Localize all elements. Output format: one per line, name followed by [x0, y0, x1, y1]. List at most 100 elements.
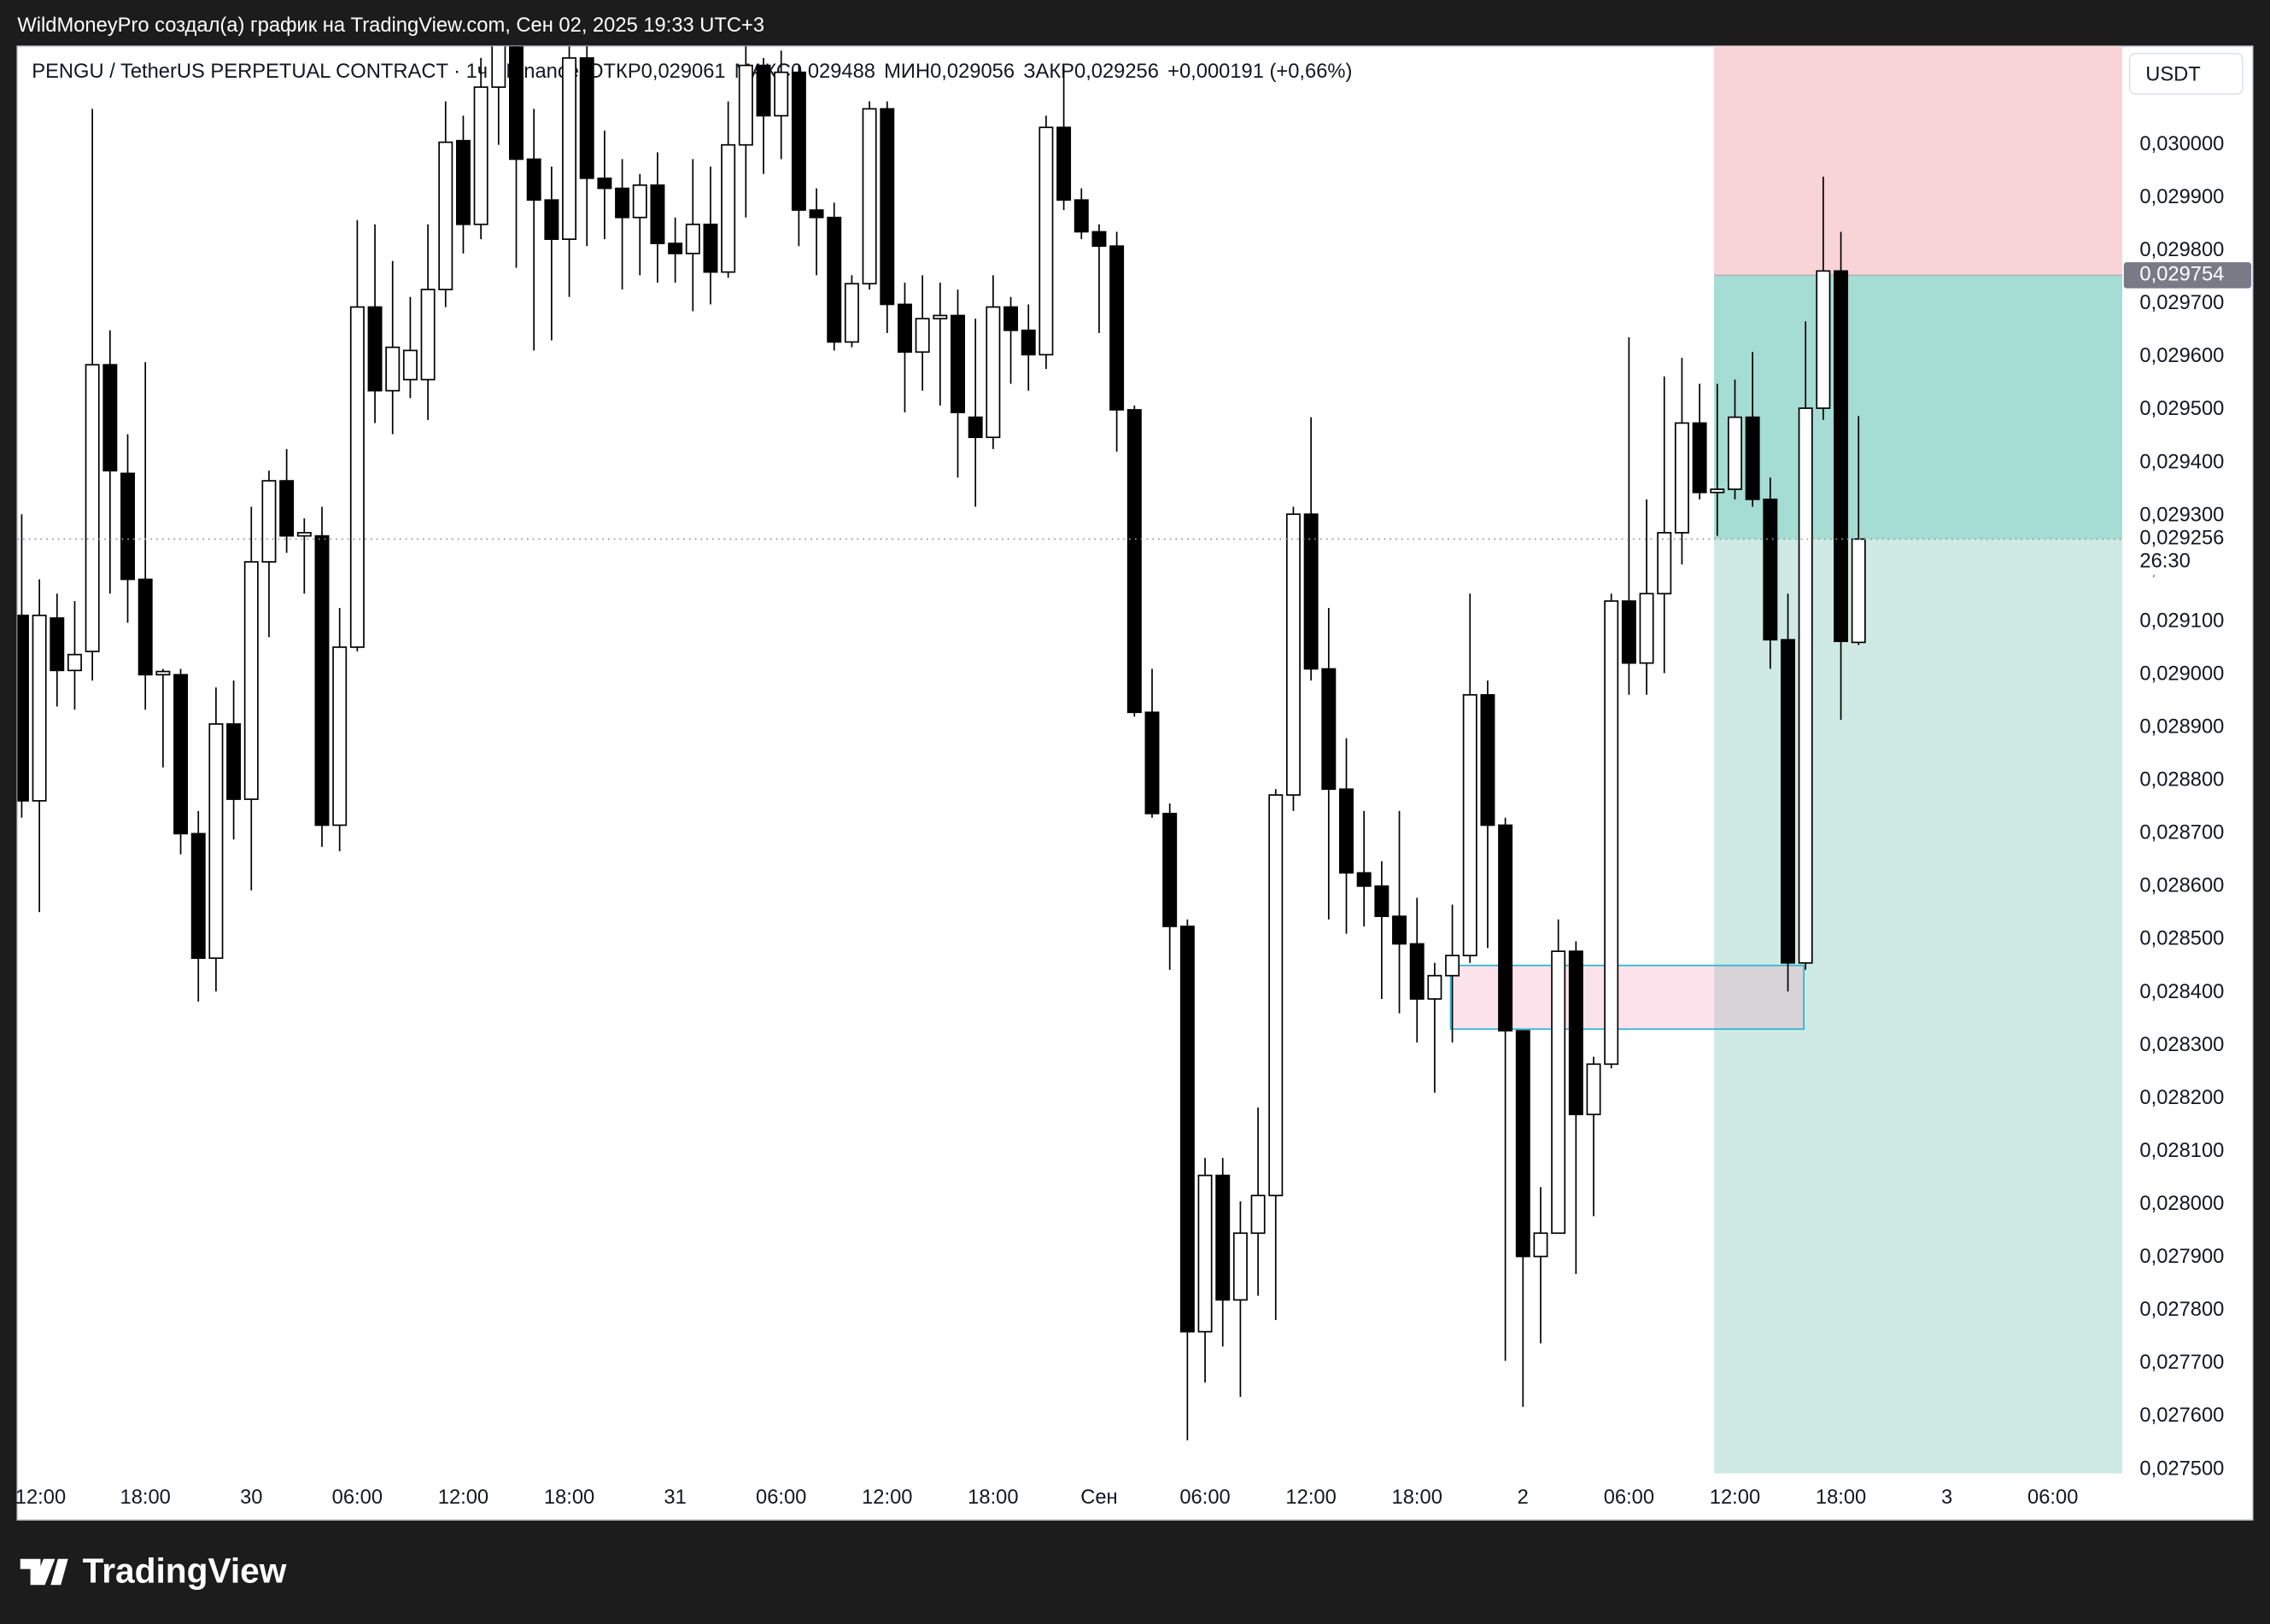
candle-body: [1109, 245, 1125, 411]
candle-body: [615, 187, 630, 219]
y-tick-label: 0,028100: [2139, 1140, 2224, 1162]
candle-body: [597, 177, 612, 190]
legend-value: 0,029061: [641, 61, 726, 83]
candle-body: [1586, 1063, 1601, 1116]
candle-body: [1232, 1232, 1248, 1301]
currency-box[interactable]: [2128, 52, 2244, 96]
candle-body: [738, 64, 753, 146]
legend-value: 0,029056: [930, 61, 1015, 83]
candle-body: [332, 646, 348, 827]
candle-body: [1604, 600, 1619, 1066]
y-tick-label: 0,029000: [2139, 663, 2224, 685]
x-tick-label: 12:00: [15, 1487, 66, 1509]
x-tick-label: 12:00: [1710, 1487, 1760, 1509]
y-tick-label: 0,028500: [2139, 928, 2224, 950]
last-price-box: [2123, 526, 2251, 575]
candle-body: [562, 57, 577, 240]
candle-body: [986, 306, 1001, 439]
price-axis: USDT 0,027500 0,027600 0,027700 0,027800 0,0…: [2123, 52, 2251, 1480]
y-tick-label: 0,028000: [2139, 1193, 2224, 1215]
x-tick-label: 06:00: [2027, 1487, 2078, 1509]
candle-body: [809, 209, 824, 219]
candle-body: [173, 674, 189, 835]
brand: TradingView: [83, 1551, 287, 1590]
candle-body: [685, 223, 700, 254]
candle-body: [1674, 422, 1689, 534]
candle-body: [1179, 926, 1195, 1333]
candle-body: [1798, 407, 1813, 964]
legend-label: ЗАКР: [1023, 61, 1074, 83]
candle-body: [1091, 231, 1107, 248]
candle-body: [756, 64, 771, 117]
x-tick-label: 18:00: [1392, 1487, 1442, 1509]
candle-body: [1197, 1174, 1213, 1333]
entry-price-box: [2123, 262, 2251, 289]
candle-body: [933, 314, 948, 320]
candle-body: [1816, 270, 1831, 409]
candle-body: [1763, 498, 1778, 641]
candle-body: [703, 223, 718, 273]
countdown: 26:30: [2139, 551, 2190, 573]
y-tick-label: 0,028700: [2139, 822, 2224, 844]
candle-body: [1462, 693, 1477, 956]
x-tick-label: 31: [664, 1487, 686, 1509]
candle-body: [1409, 943, 1425, 1000]
y-tick-label: 0,027800: [2139, 1299, 2224, 1321]
candle-body: [67, 653, 82, 672]
x-tick-label: 30: [240, 1487, 262, 1509]
candle-body: [526, 158, 541, 202]
candle-body: [1374, 885, 1389, 918]
candle-body: [296, 532, 312, 537]
plot-area: PENGU / TetherUS PERPETUAL CONTRACT · 1ч…: [17, 46, 2123, 1474]
candle-body: [1692, 422, 1707, 494]
candle-body: [1427, 974, 1442, 1000]
y-tick-label: 0,029700: [2139, 292, 2224, 314]
y-tick-label: 0,028900: [2139, 716, 2224, 739]
candle-body: [1126, 409, 1142, 714]
currency[interactable]: USDT: [2145, 63, 2201, 85]
candle-body: [1162, 812, 1178, 927]
candle-body: [208, 723, 224, 960]
candle-body: [438, 141, 453, 290]
y-tick-label: 0,027900: [2139, 1246, 2224, 1268]
candle-body: [968, 416, 983, 439]
candle-body: [1621, 600, 1636, 664]
candle-body: [951, 314, 965, 413]
candle-body: [1003, 306, 1019, 331]
candle-body: [491, 46, 506, 88]
y-tick-label: 0,029600: [2139, 345, 2224, 367]
candle-body: [226, 723, 242, 800]
y-tick-label: 0,028200: [2139, 1087, 2224, 1109]
candle-body: [579, 57, 594, 179]
change: +0,000191 (+0,66%): [1167, 61, 1352, 83]
y-tick-label: 0,029800: [2139, 239, 2224, 261]
candle-body: [1498, 824, 1513, 1032]
candle-body: [17, 614, 29, 802]
candle-body: [367, 306, 383, 392]
symbol-title: PENGU / TetherUS PERPETUAL CONTRACT · 1ч…: [32, 61, 579, 83]
y-tick-label: 0,030000: [2139, 133, 2224, 155]
logo-icon: [20, 1558, 68, 1586]
x-tick-label: 06:00: [1179, 1487, 1230, 1509]
candle-body: [509, 46, 524, 161]
candle-body: [385, 346, 401, 392]
candle-body: [1021, 330, 1036, 356]
candle-body: [1657, 532, 1672, 595]
candle-body: [844, 283, 859, 343]
time-axis: 12:00 18:00 30 06:00 12:00 18:00 31 06:00 12:00 1…: [15, 1487, 2079, 1509]
candle-body: [1215, 1174, 1231, 1301]
attribution: WildMoneyPro создал(а) график на Trading…: [17, 15, 764, 37]
candle-body: [120, 472, 135, 581]
candle-body: [721, 143, 736, 273]
candle-body: [668, 242, 683, 254]
y-tick-label: 0,028400: [2139, 981, 2224, 1003]
candle-body: [32, 614, 47, 802]
candle-body: [1727, 416, 1742, 490]
candle-body: [190, 832, 206, 960]
candle-body: [50, 616, 65, 672]
candle-body: [632, 184, 647, 219]
candle-body: [650, 184, 665, 244]
y-tick-label: 0,027500: [2139, 1458, 2224, 1480]
candle-body: [1834, 270, 1849, 642]
